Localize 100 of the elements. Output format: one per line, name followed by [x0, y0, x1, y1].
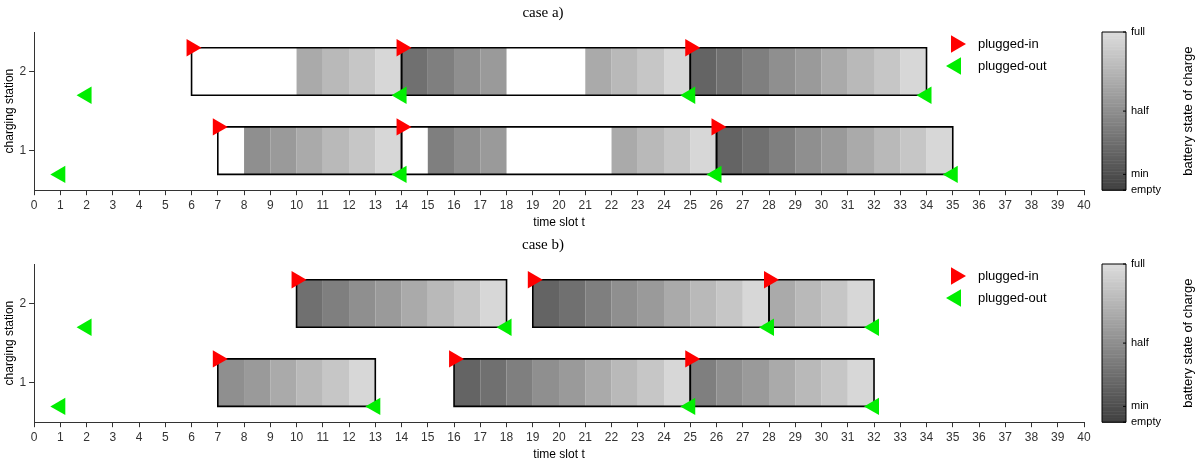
x-axis-title: time slot t [533, 447, 586, 462]
x-tick-label: 30 [814, 429, 829, 444]
color-bar-label: full [1131, 25, 1146, 38]
x-tick-label: 27 [736, 197, 750, 212]
x-tick-label: 11 [316, 197, 330, 212]
x-tick-label: 14 [394, 429, 409, 444]
legend-label: plugged-out [978, 289, 1048, 305]
y-axis-title: charging station [1, 300, 16, 386]
x-axis-title: time slot t [533, 215, 586, 230]
chart-title: case b) [521, 235, 565, 253]
x-tick-label: 30 [814, 197, 829, 212]
y-tick-label: 2 [19, 63, 27, 78]
x-tick-label: 31 [841, 197, 855, 212]
x-tick-label: 32 [867, 197, 882, 212]
x-tick-label: 33 [893, 429, 908, 444]
x-tick-label: 15 [421, 429, 435, 444]
x-tick-label: 39 [1051, 429, 1065, 444]
x-tick-label: 1 [56, 429, 64, 444]
x-tick-label: 13 [368, 429, 383, 444]
legend-label: plugged-in [978, 35, 1039, 51]
x-tick-label: 8 [240, 429, 248, 444]
x-tick-label: 21 [578, 197, 593, 212]
x-tick-label: 20 [552, 197, 567, 212]
x-tick-label: 9 [266, 197, 274, 212]
x-tick-label: 39 [1051, 197, 1065, 212]
x-tick-label: 35 [946, 429, 960, 444]
bar [847, 358, 875, 407]
x-tick-label: 4 [135, 197, 143, 212]
x-tick-label: 24 [657, 197, 672, 212]
x-tick-label: 34 [919, 429, 934, 444]
x-tick-label: 34 [919, 197, 934, 212]
x-tick-label: 12 [342, 197, 357, 212]
x-tick-label: 29 [788, 429, 803, 444]
x-tick-label: 37 [998, 429, 1013, 444]
x-tick-label: 38 [1024, 429, 1039, 444]
x-tick-label: 0 [30, 197, 38, 212]
x-tick-label: 17 [473, 429, 488, 444]
x-tick-label: 28 [762, 429, 777, 444]
y-tick-label: 1 [19, 374, 27, 389]
x-tick-label: 3 [109, 429, 117, 444]
x-tick-label: 38 [1024, 197, 1039, 212]
x-tick-label: 29 [788, 197, 803, 212]
x-tick-label: 40 [1077, 197, 1091, 212]
x-tick-label: 16 [447, 197, 462, 212]
x-tick-label: 4 [135, 429, 143, 444]
x-tick-label: 7 [214, 429, 222, 444]
x-tick-label: 10 [289, 429, 304, 444]
x-tick-label: 28 [762, 197, 777, 212]
x-tick-label: 24 [657, 429, 672, 444]
x-tick-label: 10 [289, 197, 304, 212]
x-tick-label: 37 [998, 197, 1013, 212]
color-bar-label: half [1131, 336, 1150, 349]
x-tick-label: 18 [499, 197, 514, 212]
x-tick-label: 12 [342, 429, 357, 444]
x-tick-label: 36 [972, 197, 986, 212]
x-tick-label: 26 [709, 429, 724, 444]
x-tick-label: 7 [214, 197, 222, 212]
color-bar-title: battery state of charge [1179, 46, 1195, 176]
x-tick-label: 25 [683, 197, 698, 212]
y-tick-label: 2 [19, 295, 27, 310]
x-tick-label: 5 [161, 197, 169, 212]
color-bar-label: full [1131, 257, 1146, 270]
y-axis-title: charging station [1, 68, 16, 154]
x-tick-label: 1 [56, 197, 64, 212]
x-tick-label: 27 [736, 429, 750, 444]
x-tick-label: 2 [83, 429, 91, 444]
y-tick-label: 1 [19, 142, 27, 157]
x-tick-label: 20 [552, 429, 567, 444]
x-tick-label: 6 [188, 197, 196, 212]
x-tick-label: 9 [266, 429, 274, 444]
legend-label: plugged-in [978, 267, 1039, 283]
x-tick-label: 13 [368, 197, 383, 212]
x-tick-label: 35 [946, 197, 960, 212]
x-tick-label: 6 [188, 429, 196, 444]
x-tick-label: 18 [499, 429, 514, 444]
x-tick-label: 23 [631, 429, 645, 444]
x-tick-label: 15 [421, 197, 435, 212]
color-bar-label: min [1131, 399, 1149, 412]
color-bar-label: empty [1131, 183, 1162, 196]
x-tick-label: 0 [30, 429, 38, 444]
x-tick-label: 3 [109, 197, 117, 212]
x-tick-label: 16 [447, 429, 462, 444]
x-tick-label: 25 [683, 429, 698, 444]
color-bar-label: empty [1131, 415, 1162, 428]
x-tick-label: 2 [83, 197, 91, 212]
x-tick-label: 17 [473, 197, 488, 212]
x-tick-label: 14 [394, 197, 409, 212]
x-tick-label: 22 [604, 197, 619, 212]
x-tick-label: 22 [604, 429, 619, 444]
x-tick-label: 19 [526, 197, 540, 212]
color-bar-label: half [1131, 104, 1150, 117]
legend-label: plugged-out [978, 57, 1048, 73]
x-tick-label: 23 [631, 197, 645, 212]
color-bar-title: battery state of charge [1179, 278, 1195, 408]
color-bar-label: min [1131, 167, 1149, 180]
x-tick-label: 26 [709, 197, 724, 212]
x-tick-label: 33 [893, 197, 908, 212]
x-tick-label: 8 [240, 197, 248, 212]
x-tick-label: 31 [841, 429, 855, 444]
x-tick-label: 11 [316, 429, 330, 444]
